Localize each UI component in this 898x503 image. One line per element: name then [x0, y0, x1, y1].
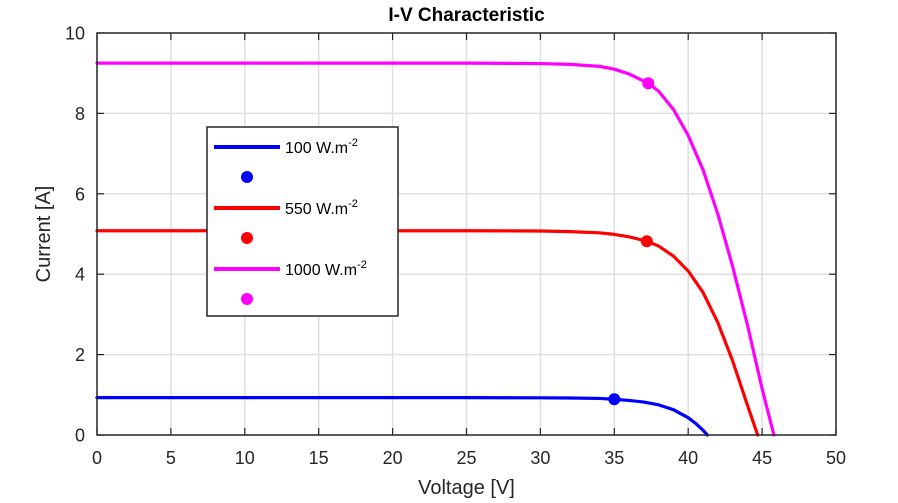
- series-line-0: [95, 396, 710, 437]
- legend-marker-1: [241, 232, 253, 244]
- x-tick-label: 20: [383, 448, 403, 468]
- mpp-marker-2: [642, 77, 655, 90]
- legend-label-sup-2: -2: [357, 259, 367, 271]
- x-tick-label: 5: [166, 448, 176, 468]
- x-tick-label: 15: [309, 448, 329, 468]
- y-tick-label: 10: [65, 24, 85, 44]
- mpp-marker-1: [640, 235, 653, 248]
- series-line-2: [95, 61, 776, 437]
- y-axis-label: Current [A]: [33, 186, 55, 283]
- x-tick-label: 0: [92, 448, 102, 468]
- axes: 0 5 10 15 20 25 30 35 40 45 50 0 2 4 6 8 10: [65, 24, 846, 469]
- x-tick-label: 25: [456, 448, 476, 468]
- x-tick-label: 40: [678, 448, 698, 468]
- legend-label-1: 550 W.m-2: [285, 198, 358, 218]
- legend-label-text-1: 550 W.m: [285, 201, 348, 218]
- x-tick-label: 45: [752, 448, 772, 468]
- y-tick-label: 4: [75, 265, 85, 285]
- x-tick-label: 10: [235, 448, 255, 468]
- x-tick-label: 35: [604, 448, 624, 468]
- y-tick-label: 0: [75, 426, 85, 446]
- legend-label-text-2: 1000 W.m: [285, 262, 357, 279]
- legend-label-0: 100 W.m-2: [285, 137, 358, 157]
- y-tick-label: 8: [75, 104, 85, 124]
- y-tick-label: 6: [75, 184, 85, 204]
- y-tick-label: 2: [75, 345, 85, 365]
- legend-label-text-0: 100 W.m: [285, 140, 348, 157]
- x-tick-label: 30: [530, 448, 550, 468]
- legend-marker-0: [241, 171, 253, 183]
- legend-label-sup-0: -2: [348, 137, 358, 149]
- mpp-marker-0: [608, 393, 621, 406]
- x-axis-label: Voltage [V]: [418, 477, 515, 499]
- legend-box: [206, 126, 399, 317]
- chart-title: I-V Characteristic: [388, 5, 545, 26]
- x-tick-label: 50: [826, 448, 846, 468]
- legend-label-2: 1000 W.m-2: [285, 259, 367, 279]
- legend-marker-2: [241, 293, 253, 305]
- legend-label-sup-1: -2: [348, 198, 358, 210]
